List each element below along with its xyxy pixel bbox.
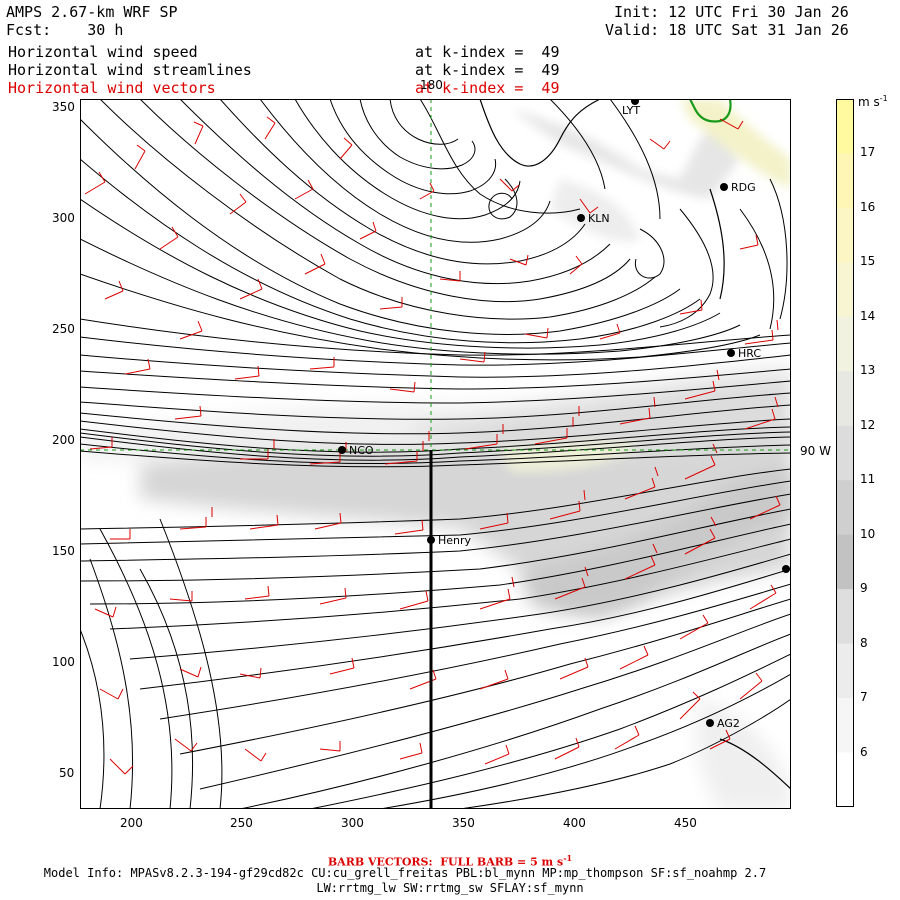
colorbar-segment [836, 99, 854, 154]
parallel-label: 90 W [800, 444, 831, 458]
station-label-henry: Henry [438, 534, 472, 547]
colorbar-frame [836, 99, 854, 807]
station-dot-ag2 [706, 719, 714, 727]
colorbar-tick-label: 15 [860, 254, 876, 269]
field-level-streamlines: at k-index = 49 [415, 61, 560, 79]
station-label-ag2: AG2 [717, 717, 740, 730]
station-dot-rdg [720, 183, 728, 191]
station-label-hrc: HRC [738, 347, 762, 360]
x-tick-400: 400 [563, 816, 586, 830]
colorbar-segment [836, 371, 854, 427]
colorbar-tick-label: 7 [860, 690, 868, 705]
colorbar-segment [836, 425, 854, 481]
station-dot-nco [338, 446, 346, 454]
station-dot-hrc [727, 349, 735, 357]
barb-legend: BARB VECTORS: FULL BARB = 5 m s-1 [327, 853, 573, 869]
station-label-rdg: RDG [731, 181, 756, 194]
x-tick-250: 250 [230, 816, 253, 830]
colorbar-tick-label: 16 [860, 199, 876, 214]
y-tick-200: 200 [52, 433, 75, 447]
colorbar-segment [836, 643, 854, 699]
colorbar-tick-label: 12 [860, 417, 876, 432]
field-level-vectors: at k-index = 49 [415, 79, 560, 97]
station-markers [338, 99, 790, 727]
station-dot-edge [782, 565, 790, 573]
y-tick-250: 250 [52, 322, 75, 336]
station-label-nco: NCO [349, 444, 374, 457]
init-time: Init: 12 UTC Fri 30 Jan 26 [614, 3, 849, 21]
colorbar-segment [836, 589, 854, 645]
field-name-streamlines: Horizontal wind streamlines [8, 61, 252, 79]
y-tick-300: 300 [52, 211, 75, 225]
land-outline-green [689, 99, 732, 123]
y-tick-150: 150 [52, 544, 75, 558]
field-name-vectors: Horizontal wind vectors [8, 79, 216, 97]
colorbar-tick-label: 6 [860, 744, 868, 759]
y-tick-50: 50 [59, 766, 75, 780]
colorbar-segment [836, 262, 854, 318]
map-plot [80, 99, 791, 809]
field-name-speed: Horizontal wind speed [8, 43, 198, 61]
physics-info: LW:rrtmg_lw SW:rrtmg_sw SFLAY:sf_mynn [316, 881, 584, 895]
y-tick-350: 350 [52, 100, 75, 114]
wind-barbs [84, 116, 781, 775]
x-tick-350: 350 [452, 816, 475, 830]
colorbar [836, 99, 854, 807]
colorbar-tick-label: 10 [860, 526, 876, 541]
meridian-label: 180 [420, 78, 443, 92]
coastlines [479, 99, 791, 790]
plot-frame [80, 99, 791, 809]
colorbar-tick-label: 11 [860, 472, 876, 487]
colorbar-tick-label: 9 [860, 581, 868, 596]
colorbar-tick-label: 14 [860, 308, 876, 323]
model-info: Model Info: MPASv8.2.3-194-gf29cd82c CU:… [43, 866, 767, 880]
station-dot-henry [427, 536, 435, 544]
station-label-kln: KLN [588, 212, 610, 225]
model-title: AMPS 2.67-km WRF SP [6, 3, 178, 21]
x-tick-300: 300 [341, 816, 364, 830]
colorbar-segment [836, 534, 854, 590]
field-level-speed: at k-index = 49 [415, 43, 560, 61]
colorbar-segment [836, 207, 854, 263]
streamlines [80, 99, 791, 809]
colorbar-units: m s-1 [858, 94, 888, 109]
colorbar-segment [836, 480, 854, 536]
colorbar-tick-label: 17 [860, 145, 876, 160]
station-label-lyt: LYT [622, 104, 641, 117]
y-tick-100: 100 [52, 655, 75, 669]
colorbar-segment [836, 153, 854, 209]
wind-speed-shading [80, 99, 791, 809]
station-dot-kln [577, 214, 585, 222]
valid-time: Valid: 18 UTC Sat 31 Jan 26 [605, 21, 849, 39]
colorbar-tick-label: 13 [860, 363, 876, 378]
x-tick-200: 200 [120, 816, 143, 830]
x-tick-450: 450 [674, 816, 697, 830]
station-dot-lyt [631, 99, 639, 105]
colorbar-segment [836, 752, 854, 807]
colorbar-segment [836, 698, 854, 754]
colorbar-tick-label: 8 [860, 635, 868, 650]
colorbar-segment [836, 316, 854, 372]
forecast-hour: Fcst: 30 h [6, 21, 124, 39]
